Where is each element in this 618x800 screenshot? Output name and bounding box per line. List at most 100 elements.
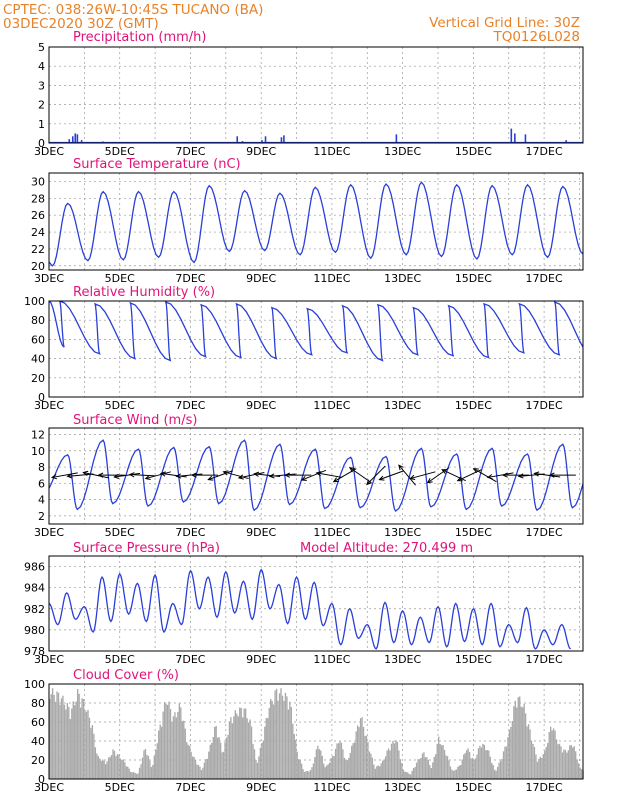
cloud-bar [547, 743, 549, 779]
precip-bar [74, 133, 77, 143]
wind-arrow-head [237, 474, 244, 480]
cloud-bar [468, 752, 471, 779]
cloud-bar [567, 750, 570, 779]
cloud-bar [205, 759, 207, 779]
cloud-bar [53, 694, 55, 779]
pres-xtick: 5DEC [105, 653, 135, 666]
cloud-bar [412, 767, 415, 779]
rh-ytick: 40 [31, 353, 45, 366]
cloud-bar [368, 751, 371, 779]
cloud-bar [272, 704, 275, 779]
cloud-bar [85, 711, 88, 779]
cloud-bar [150, 767, 153, 779]
wind-arrow-head [82, 470, 89, 476]
cloud-bar [544, 750, 546, 779]
cloud-bar [155, 749, 157, 779]
cloud-bar [517, 697, 519, 779]
cloud-bar [508, 729, 511, 779]
cloud-bar [449, 766, 452, 779]
cloud-bar [470, 758, 472, 779]
cloud-bar [524, 713, 527, 779]
precip-bar [68, 139, 71, 143]
cloud-bar [156, 743, 158, 779]
cloud-bar [206, 758, 209, 779]
cloud-bar [514, 700, 516, 779]
cloud-bar [153, 755, 155, 779]
precip-title: Precipitation (mm/h) [73, 30, 206, 45]
cloud-xtick: 7DEC [175, 781, 205, 794]
cloud-bar [527, 724, 530, 779]
cloud-bar [345, 759, 347, 779]
cloud-bar [477, 748, 480, 779]
precip-bar [280, 137, 283, 143]
cloud-bar [186, 742, 188, 779]
cloud-bar [577, 763, 580, 779]
wind-arrow-head [144, 474, 151, 480]
cloud-bar [72, 701, 74, 779]
cloud-bar [495, 770, 497, 779]
cloud-ytick: 40 [31, 735, 45, 748]
precip-frame [48, 46, 584, 144]
cloud-bar [337, 743, 340, 779]
wind-arrow [410, 471, 436, 480]
cloud-bar [107, 757, 110, 779]
cloud-bar [91, 725, 94, 779]
temp-ytick: 26 [31, 209, 45, 222]
cloud-bar [389, 750, 391, 779]
cloud-bar [513, 706, 515, 779]
cloud-bar [446, 756, 449, 779]
cloud-bar [576, 759, 578, 779]
cloud-bar [382, 760, 384, 779]
cloud-bar [94, 747, 97, 779]
cloud-bar [420, 758, 422, 779]
wind-arrow-head [113, 473, 120, 479]
wind-arrow-head [502, 472, 508, 478]
panel-pressure: Surface Pressure (hPa) Model Altitude: 2… [24, 541, 584, 666]
cloud-bar [79, 707, 82, 779]
cloud-bar [491, 762, 493, 779]
cloud-bar [498, 762, 500, 779]
cloud-bar [60, 698, 63, 779]
cloud-bar [552, 728, 555, 779]
cloud-bar [387, 748, 390, 779]
cloud-bar [356, 725, 359, 779]
rh-ytick: 20 [31, 372, 45, 385]
cloud-bar [315, 749, 318, 779]
cloud-bar [415, 762, 418, 779]
cloud-bar [50, 694, 52, 779]
cloud-bar [554, 730, 556, 779]
cloud-bar [289, 701, 291, 779]
wind-arrow [208, 470, 233, 481]
cloud-bar [181, 721, 183, 779]
cloud-bar [103, 760, 105, 779]
cloud-bar [346, 760, 348, 779]
cloud-bar [132, 772, 135, 779]
cloud-bar [243, 708, 245, 779]
cloud-bar [265, 717, 267, 779]
cloud-bar [88, 717, 91, 779]
cloud-bar [84, 710, 86, 779]
cloud-bar [448, 760, 450, 779]
cloud-bar [152, 764, 154, 779]
cloud-bar [256, 762, 259, 779]
wind-xtick: 5DEC [105, 526, 135, 539]
cloud-bar [66, 703, 69, 779]
cloud-bar [541, 757, 543, 779]
cloud-bar [436, 743, 438, 779]
wind-arrow-head [409, 474, 416, 480]
cloud-bar [354, 742, 356, 779]
cloud-bar [529, 729, 531, 779]
cloud-bar [339, 741, 341, 779]
cloud-bar [395, 740, 397, 779]
cloud-bar [76, 688, 79, 779]
cloud-bar [146, 754, 148, 779]
wind-arrow-head [548, 472, 555, 478]
pres-xtick: 13DEC [384, 653, 421, 666]
cloud-bar [253, 749, 256, 779]
cloud-bar [237, 716, 239, 779]
rh-xtick: 15DEC [455, 399, 492, 412]
cloud-bar [110, 755, 113, 779]
wind-arrow [457, 469, 482, 482]
cloud-bar [466, 750, 468, 779]
cloud-bar [494, 769, 496, 779]
